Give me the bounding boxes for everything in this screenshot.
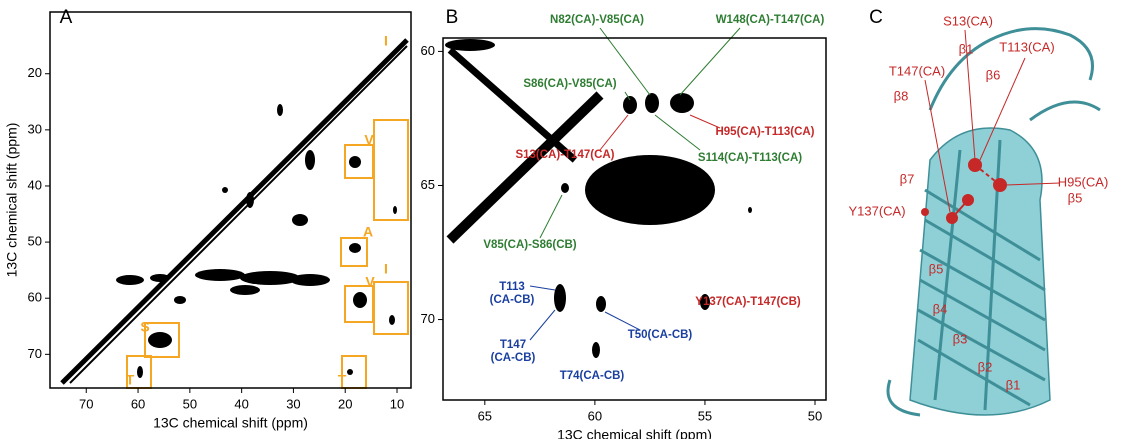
structure-label: β6 — [986, 67, 1001, 82]
annotation: T — [338, 372, 347, 388]
annotation: (CA-CB) — [490, 294, 535, 306]
structure-label: β4 — [933, 301, 948, 316]
y-tick-label: 40 — [28, 177, 42, 192]
x-axis-label: 13C chemical shift (ppm) — [153, 415, 308, 431]
annotation: I — [384, 33, 388, 49]
annotation: V — [365, 274, 375, 290]
y-tick-label: 20 — [28, 65, 42, 80]
y-tick-label: 70 — [421, 311, 435, 326]
annotation: T74(CA-CB) — [560, 370, 625, 382]
plot-frame — [442, 37, 827, 401]
x-tick-label: 40 — [234, 396, 248, 411]
structure-label: β5 — [1068, 190, 1083, 205]
spectrum-a — [60, 38, 409, 385]
structure-label: β5 — [929, 261, 944, 276]
y-tick-label: 50 — [28, 234, 42, 249]
spectrum-b — [445, 39, 752, 358]
y-tick-label: 70 — [28, 346, 42, 361]
annotation: A — [363, 224, 373, 240]
x-tick-label: 50 — [808, 408, 822, 423]
annotation: (CA-CB) — [491, 352, 536, 364]
x-tick-label: 70 — [79, 396, 93, 411]
structure-label: β1 — [1006, 377, 1021, 392]
structure-label: β7 — [900, 171, 915, 186]
annotation: I — [384, 261, 388, 277]
panel-label: B — [446, 7, 459, 28]
structure-label: S13(CA) — [943, 13, 993, 28]
structure-label: Y137(CA) — [848, 203, 905, 218]
x-tick-label: 30 — [286, 396, 300, 411]
x-tick-label: 60 — [131, 396, 145, 411]
structure-label: β2 — [978, 359, 993, 374]
y-tick-label: 60 — [421, 43, 435, 58]
annotation: V — [364, 132, 374, 148]
structure-label: β1 — [959, 41, 974, 56]
structure-label: T147(CA) — [889, 63, 945, 78]
y-axis-label: 13C chemical shift (ppm) — [4, 123, 20, 278]
x-tick-label: 50 — [183, 396, 197, 411]
y-tick-label: 60 — [28, 290, 42, 305]
structure-label: β8 — [894, 88, 909, 103]
panel-label: A — [60, 7, 73, 28]
structure-label: H95(CA) — [1058, 174, 1109, 189]
structure-label: β3 — [953, 331, 968, 346]
annotation: S13(CA)-T147(CA) — [515, 149, 614, 161]
annotation: T113 — [499, 281, 525, 293]
plot-frame — [49, 11, 412, 389]
annotation: W148(CA)-T147(CA) — [716, 14, 825, 26]
protein-cartoon — [886, 27, 1101, 417]
annotation: S86(CA)-V85(CA) — [523, 78, 616, 90]
structure-label: T113(CA) — [999, 39, 1054, 54]
annotation: V85(CA)-S86(CB) — [483, 239, 576, 251]
annotation: S — [140, 319, 149, 335]
annotation: T — [126, 372, 135, 388]
annotation: S114(CA)-T113(CA) — [698, 152, 802, 164]
x-tick-label: 55 — [698, 408, 712, 423]
x-tick-label: 65 — [478, 408, 492, 423]
annotation: H95(CA)-T113(CA) — [715, 126, 814, 138]
x-tick-label: 60 — [588, 408, 602, 423]
spectrum-boxes — [126, 119, 409, 389]
annotation: T50(CA-CB) — [628, 329, 693, 341]
x-axis-label: 13C chemical shift (ppm) — [557, 427, 712, 439]
x-tick-label: 20 — [338, 396, 352, 411]
leader-lines — [529, 27, 741, 341]
annotation: N82(CA)-V85(CA) — [550, 14, 644, 26]
x-tick-label: 10 — [390, 396, 404, 411]
annotation: T147 — [500, 339, 526, 351]
panel-label: C — [869, 7, 883, 28]
annotation: Y137(CA)-T147(CB) — [695, 296, 801, 308]
y-tick-label: 30 — [28, 121, 42, 136]
y-tick-label: 65 — [421, 177, 435, 192]
